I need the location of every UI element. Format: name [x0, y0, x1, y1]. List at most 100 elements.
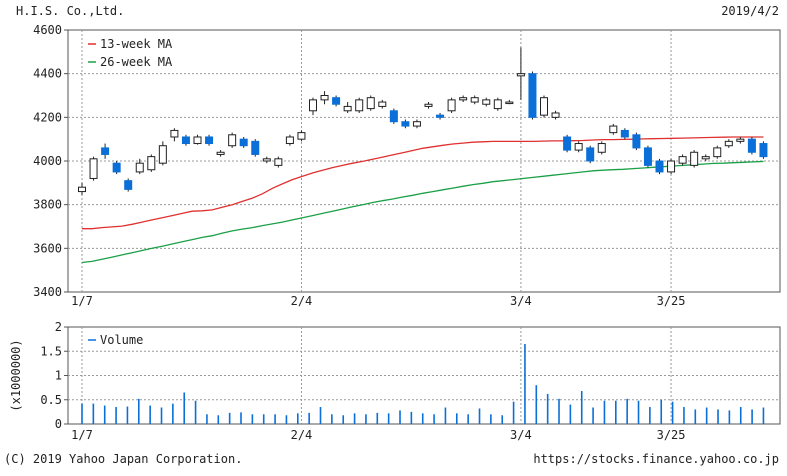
volume-bar: [478, 408, 481, 424]
volume-tick-label: 0: [55, 417, 62, 431]
candle-up: [228, 134, 237, 147]
volume-bar: [501, 415, 504, 424]
volume-bar: [637, 400, 640, 424]
candle-up: [309, 99, 317, 112]
volume-bar: [762, 407, 765, 424]
candle-up: [412, 121, 421, 127]
candle-up: [378, 101, 387, 107]
volume-bar: [535, 385, 538, 424]
copyright-text: (C) 2019 Yahoo Japan Corporation.: [4, 452, 243, 466]
candle-up: [551, 112, 560, 118]
volume-bar: [683, 407, 685, 424]
candle-up: [447, 99, 456, 112]
candle-down: [124, 180, 133, 190]
volume-bar: [126, 406, 129, 424]
candle-up: [343, 105, 352, 112]
volume-bar: [603, 400, 606, 424]
volume-bar: [580, 391, 583, 424]
candle-up: [89, 158, 98, 179]
volume-bar: [467, 414, 469, 424]
volume-bar: [194, 400, 197, 424]
candle-down: [389, 110, 398, 123]
volume-bar: [92, 403, 95, 424]
candle-up: [574, 143, 583, 151]
volume-bar: [308, 412, 310, 424]
volume-bar: [751, 409, 753, 424]
candle-up: [216, 151, 225, 155]
volume-panel: 0 0.5 1 1.5 2 1/7 2/4 3/4 3/25 Volume (x1000000): [9, 320, 781, 442]
price-tick-label: 3400: [33, 285, 62, 299]
candle-down: [747, 138, 756, 153]
volume-bar: [524, 343, 526, 424]
volume-bar: [387, 413, 390, 424]
legend-ma26-label: 26-week MA: [100, 55, 173, 69]
volume-date-tick-label: 3/25: [657, 428, 686, 442]
candle-up: [482, 99, 491, 105]
candle-up: [493, 99, 502, 110]
candle-up: [609, 125, 618, 134]
volume-bar: [137, 398, 140, 424]
volume-tick-label: 2: [55, 320, 62, 334]
candle-up: [505, 101, 514, 105]
volume-bar: [262, 414, 265, 424]
volume-bar: [490, 414, 492, 424]
candle-up: [540, 97, 548, 116]
volume-bar: [546, 393, 549, 424]
volume-tick-label: 0.5: [40, 393, 62, 407]
volume-date-tick-label: 3/4: [510, 428, 532, 442]
candle-down: [563, 136, 572, 151]
volume-bar: [399, 410, 401, 424]
volume-bar: [274, 414, 276, 424]
volume-bar: [206, 414, 208, 424]
volume-bar: [342, 415, 345, 424]
candle-down: [759, 143, 768, 158]
volume-bar: [615, 400, 617, 424]
candle-up: [459, 97, 468, 101]
volume-bar: [649, 407, 651, 424]
volume-bar: [739, 407, 742, 424]
volume-bar: [660, 399, 663, 424]
volume-bar: [251, 414, 254, 424]
candle-down: [401, 121, 410, 127]
volume-bar: [376, 412, 379, 424]
volume-tick-label: 1.5: [40, 344, 62, 358]
source-url[interactable]: https://stocks.finance.yahoo.co.jp: [533, 452, 779, 466]
candle-down: [205, 136, 214, 145]
volume-bar: [217, 415, 220, 424]
candle-down: [332, 97, 341, 105]
volume-bar: [444, 407, 447, 424]
candle-down: [251, 140, 260, 155]
candle-down: [112, 162, 121, 173]
ma26-line: [81, 160, 764, 264]
candle-down: [436, 114, 445, 118]
volume-bar: [728, 410, 731, 424]
candle-down: [643, 147, 652, 166]
price-tick-label: 4400: [33, 67, 62, 81]
price-tick-label: 4600: [33, 23, 62, 37]
volume-bar: [115, 407, 117, 424]
volume-bar: [558, 398, 560, 424]
date-tick-label: 1/7: [71, 294, 93, 308]
volume-bar: [183, 392, 186, 424]
candle-up: [158, 145, 167, 164]
volume-bar: [694, 409, 697, 424]
candle-up: [262, 158, 271, 162]
date-tick-label: 3/4: [510, 294, 532, 308]
legend-volume-label: Volume: [100, 333, 143, 347]
volume-bar: [160, 407, 163, 424]
candle-up: [424, 103, 433, 107]
volume-bar: [365, 414, 367, 424]
candle-up: [597, 143, 606, 153]
date-tick-label: 2/4: [291, 294, 313, 308]
candle-up: [297, 132, 306, 140]
volume-bar: [285, 415, 288, 424]
volume-bar: [433, 414, 435, 424]
volume-bar: [592, 407, 594, 424]
volume-bar: [512, 401, 515, 424]
volume-bar: [717, 409, 719, 424]
candle-down: [632, 134, 641, 149]
volume-bar: [296, 413, 299, 424]
volume-bar: [626, 398, 628, 424]
candle-up: [320, 95, 329, 101]
